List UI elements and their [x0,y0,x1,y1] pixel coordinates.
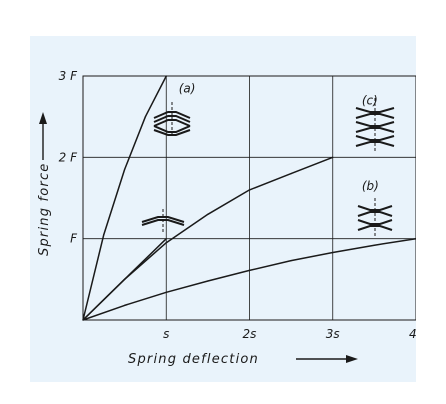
data-point [332,156,334,158]
data-point [165,242,167,244]
data-point [415,238,416,240]
disc-spring-single-icon [141,209,185,232]
data-point [124,168,126,171]
data-point [165,75,167,77]
label-layer: (a) (c) (b) [179,81,379,193]
data-point [165,291,167,293]
curve-label: (b) [362,179,379,193]
y-tick-label: F [70,232,78,246]
data-point [165,238,167,240]
x-tick-label: 4s [409,327,416,341]
data-point [82,319,84,321]
y-axis-arrowhead [39,112,47,124]
tick-layer: s 2s 3s 4s F 2 F 3 F [59,69,416,341]
y-tick-label: 3 F [59,69,78,83]
data-point [103,234,105,236]
curve-label: (c) [362,93,378,107]
x-tick-label: s [163,327,169,341]
x-tick-label: 3s [326,327,340,341]
data-point [124,278,126,280]
y-tick-label: 2 F [59,150,78,164]
x-axis-title-group: Spring deflection [128,352,358,367]
x-axis-arrowhead [346,355,358,363]
disc-spring-series-stack-bottom-icon [357,198,393,236]
chart-figure: s 2s 3s 4s F 2 F 3 F (a) (c) (b) Spring deflecti… [30,36,416,382]
disc-spring-series-stack-top-icon [355,98,395,152]
data-point [290,260,292,262]
series-layer [82,75,416,321]
data-point [373,244,375,246]
series-line-1 [82,75,167,321]
data-point [290,173,292,175]
data-point [248,189,251,191]
y-axis-title-group: Spring force [37,112,52,256]
curve-label: (a) [179,81,196,95]
data-point [144,116,147,118]
data-point [124,304,126,306]
disc-spring-parallel-stack-icon [153,102,191,136]
data-point [248,269,251,271]
data-point [207,213,209,215]
x-axis-title: Spring deflection [128,352,259,367]
grid-layer [82,75,416,321]
x-tick-label: 2s [243,327,257,341]
chart-svg: s 2s 3s 4s F 2 F 3 F (a) (c) (b) Spring deflecti… [37,69,416,367]
data-point [207,280,209,282]
y-axis-title: Spring force [37,162,52,256]
data-point [332,251,334,254]
